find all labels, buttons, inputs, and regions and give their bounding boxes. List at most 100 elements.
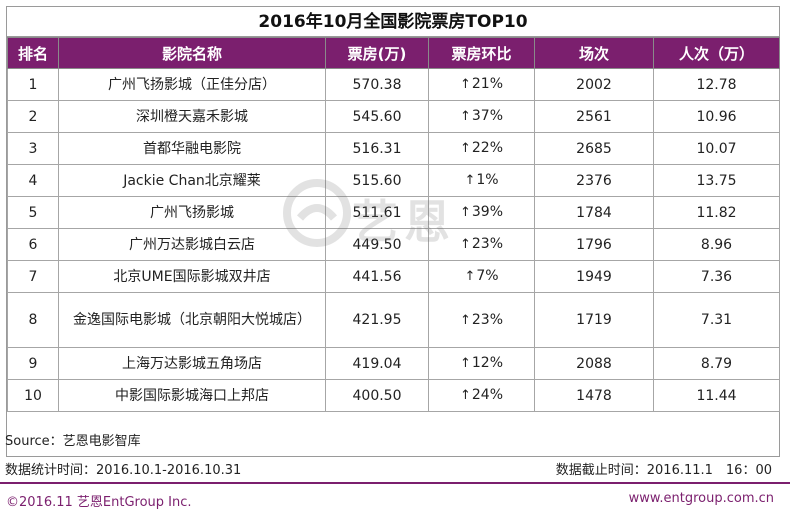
cell-admissions: 12.78: [653, 68, 780, 101]
table-row: 9 上海万达影城五角场店 419.04 ↑12% 2088 8.79: [7, 347, 780, 380]
cell-change: ↑7%: [428, 260, 535, 293]
cell-change: ↑1%: [428, 164, 535, 197]
change-value: 23%: [471, 311, 504, 328]
header-cinema-name: 影院名称: [58, 37, 326, 69]
cell-change: ↑39%: [428, 196, 535, 229]
cell-admissions: 8.79: [653, 347, 780, 380]
change-value: 7%: [476, 268, 499, 284]
cell-rank: 8: [7, 292, 59, 348]
cell-admissions: 10.07: [653, 132, 780, 165]
cell-cinema-name: 首都华融电影院: [58, 132, 326, 165]
cell-cinema-name: 北京UME国际影城双井店: [58, 260, 326, 293]
header-shows: 场次: [534, 37, 654, 69]
up-arrow-icon: ↑: [464, 173, 476, 188]
cell-boxoffice: 441.56: [325, 260, 429, 293]
cell-shows: 1719: [534, 292, 654, 348]
up-arrow-icon: ↑: [459, 388, 471, 403]
cell-boxoffice: 400.50: [325, 379, 429, 412]
cell-change: ↑23%: [428, 228, 535, 261]
table-row: 1 广州飞扬影城（正佳分店） 570.38 ↑21% 2002 12.78: [7, 68, 780, 101]
cell-shows: 1796: [534, 228, 654, 261]
change-value: 21%: [471, 76, 504, 92]
cell-rank: 5: [7, 196, 59, 229]
table-row: 8 金逸国际电影城（北京朝阳大悦城店） 421.95 ↑23% 1719 7.31: [7, 292, 780, 348]
cell-change: ↑23%: [428, 292, 535, 348]
change-value: 22%: [471, 140, 504, 156]
change-value: 37%: [471, 108, 504, 124]
cell-admissions: 13.75: [653, 164, 780, 197]
up-arrow-icon: ↑: [459, 141, 471, 156]
cell-rank: 6: [7, 228, 59, 261]
cell-cinema-name: 广州飞扬影城: [58, 196, 326, 229]
cell-cinema-name: 金逸国际电影城（北京朝阳大悦城店）: [58, 292, 326, 348]
change-value: 24%: [471, 387, 504, 403]
cell-shows: 2685: [534, 132, 654, 165]
table-row: 6 广州万达影城白云店 449.50 ↑23% 1796 8.96: [7, 228, 780, 261]
up-arrow-icon: ↑: [459, 205, 471, 220]
website-link[interactable]: www.entgroup.com.cn: [628, 491, 774, 506]
table-row: 4 Jackie Chan北京耀莱 515.60 ↑1% 2376 13.75: [7, 164, 780, 197]
header-boxoffice: 票房(万): [325, 37, 429, 69]
cell-boxoffice: 515.60: [325, 164, 429, 197]
cell-shows: 1478: [534, 379, 654, 412]
table-row: 5 广州飞扬影城 511.61 ↑39% 1784 11.82: [7, 196, 780, 229]
cell-cinema-name: 深圳橙天嘉禾影城: [58, 100, 326, 133]
cell-boxoffice: 449.50: [325, 228, 429, 261]
cell-cinema-name: 上海万达影城五角场店: [58, 347, 326, 380]
up-arrow-icon: ↑: [459, 109, 471, 124]
cell-boxoffice: 516.31: [325, 132, 429, 165]
cutoff-time-text: 数据截止时间：2016.11.1 16：00: [555, 463, 772, 478]
up-arrow-icon: ↑: [459, 237, 471, 252]
cell-shows: 2088: [534, 347, 654, 380]
cell-admissions: 10.96: [653, 100, 780, 133]
cell-admissions: 7.31: [653, 292, 780, 348]
cell-boxoffice: 545.60: [325, 100, 429, 133]
source-text: Source：艺恩电影智库: [5, 434, 141, 449]
up-arrow-icon: ↑: [464, 269, 476, 284]
up-arrow-icon: ↑: [459, 312, 471, 328]
cell-boxoffice: 570.38: [325, 68, 429, 101]
table-frame: [6, 6, 780, 457]
table-row: 3 首都华融电影院 516.31 ↑22% 2685 10.07: [7, 132, 780, 165]
header-change: 票房环比: [428, 37, 535, 69]
stat-period-text: 数据统计时间：2016.10.1-2016.10.31: [5, 463, 242, 478]
cell-rank: 4: [7, 164, 59, 197]
header-admissions: 人次（万）: [653, 37, 780, 69]
footer-divider: [0, 482, 790, 484]
cell-shows: 2561: [534, 100, 654, 133]
table-row: 7 北京UME国际影城双井店 441.56 ↑7% 1949 7.36: [7, 260, 780, 293]
cell-cinema-name: 中影国际影城海口上邦店: [58, 379, 326, 412]
cell-boxoffice: 419.04: [325, 347, 429, 380]
cell-shows: 1784: [534, 196, 654, 229]
cell-rank: 7: [7, 260, 59, 293]
up-arrow-icon: ↑: [459, 77, 471, 92]
change-value: 39%: [471, 204, 504, 220]
cell-admissions: 11.44: [653, 379, 780, 412]
cell-admissions: 7.36: [653, 260, 780, 293]
table-title: 2016年10月全国影院票房TOP10: [7, 7, 779, 37]
cell-shows: 2002: [534, 68, 654, 101]
cell-change: ↑22%: [428, 132, 535, 165]
cell-change: ↑12%: [428, 347, 535, 380]
cell-shows: 1949: [534, 260, 654, 293]
up-arrow-icon: ↑: [459, 356, 471, 371]
table-row: 10 中影国际影城海口上邦店 400.50 ↑24% 1478 11.44: [7, 379, 780, 412]
cell-rank: 9: [7, 347, 59, 380]
cell-boxoffice: 511.61: [325, 196, 429, 229]
cell-rank: 10: [7, 379, 59, 412]
cell-cinema-name: 广州万达影城白云店: [58, 228, 326, 261]
header-row: 排名 影院名称 票房(万) 票房环比 场次 人次（万）: [7, 37, 780, 69]
cell-rank: 1: [7, 68, 59, 101]
cell-admissions: 8.96: [653, 228, 780, 261]
change-value: 23%: [471, 236, 504, 252]
change-value: 12%: [471, 355, 504, 371]
cell-change: ↑21%: [428, 68, 535, 101]
change-value: 1%: [476, 172, 499, 188]
cell-cinema-name: 广州飞扬影城（正佳分店）: [58, 68, 326, 101]
cell-cinema-name: Jackie Chan北京耀莱: [58, 164, 326, 197]
cell-boxoffice: 421.95: [325, 292, 429, 348]
cell-rank: 2: [7, 100, 59, 133]
cell-admissions: 11.82: [653, 196, 780, 229]
copyright-text: ©2016.11 艺恩EntGroup Inc.: [6, 495, 192, 510]
cell-change: ↑37%: [428, 100, 535, 133]
